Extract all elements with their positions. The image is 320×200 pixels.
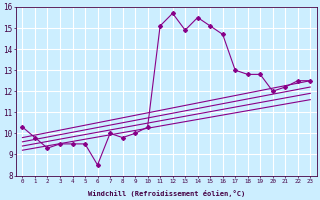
- X-axis label: Windchill (Refroidissement éolien,°C): Windchill (Refroidissement éolien,°C): [88, 190, 245, 197]
